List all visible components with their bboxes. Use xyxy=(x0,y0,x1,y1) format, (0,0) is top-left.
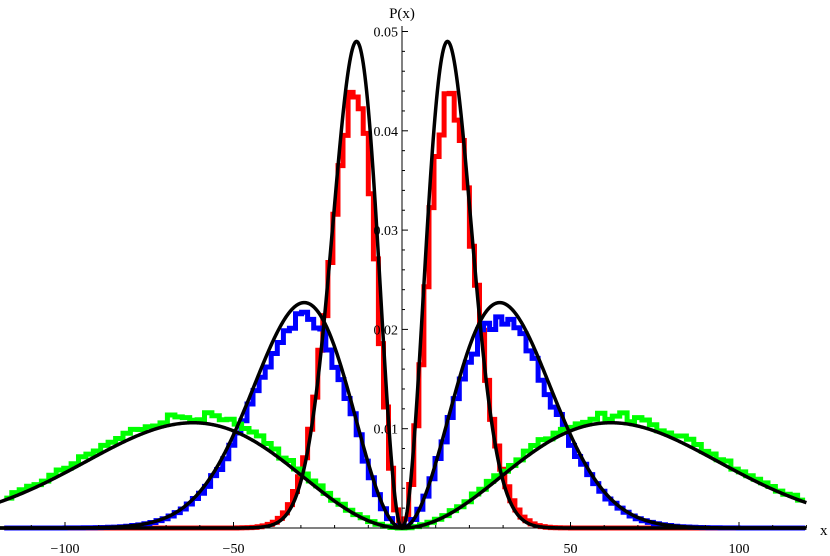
fit-curve-layer xyxy=(0,39,808,530)
histogram-layer xyxy=(4,89,806,531)
fit-curve-medium xyxy=(0,300,808,530)
y-tick-label: 0.01 xyxy=(374,423,399,438)
x-axis-label: x xyxy=(820,523,828,539)
x-tick-label: −50 xyxy=(223,542,245,556)
histogram-green xyxy=(4,410,806,531)
y-tick-label: 0.02 xyxy=(374,323,399,338)
x-tick-label: 100 xyxy=(729,542,750,556)
x-axis-ticks: −100 −50 0 50 100 xyxy=(30,522,807,556)
y-axis-ticks: 0.01 0.02 0.03 0.04 0.05 xyxy=(374,26,408,509)
x-tick-label: 50 xyxy=(564,542,578,556)
axes: −100 −50 0 50 100 0.01 0.02 0.03 0.04 0.05 x P(x… xyxy=(0,6,828,556)
y-axis-label: P(x) xyxy=(389,6,415,22)
x-tick-label: −100 xyxy=(51,542,80,556)
fit-curve-narrow xyxy=(0,39,808,530)
y-tick-label: 0.05 xyxy=(374,26,399,41)
y-tick-label: 0.03 xyxy=(374,224,399,239)
x-tick-label: 0 xyxy=(399,542,406,556)
histogram-red xyxy=(4,89,803,531)
y-tick-label: 0.04 xyxy=(374,125,399,140)
histogram-blue xyxy=(4,309,806,531)
